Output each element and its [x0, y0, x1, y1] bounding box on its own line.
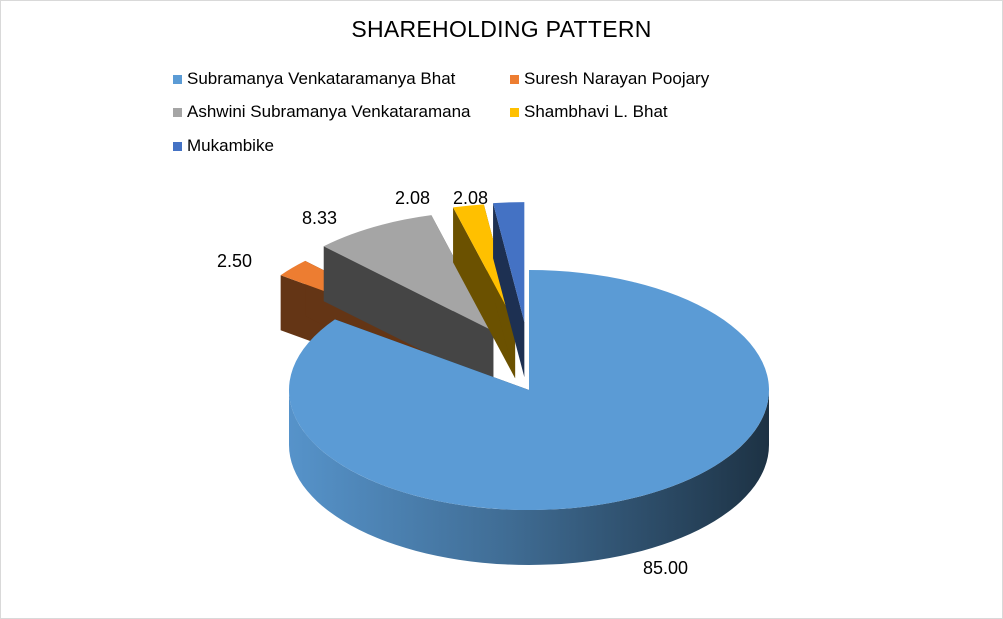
- legend-swatch-3: [173, 107, 182, 117]
- data-label-1: 85.00: [643, 558, 689, 578]
- legend-item-2: Suresh Narayan Poojary: [510, 69, 709, 89]
- pie-slice-5-side-1: [493, 203, 525, 378]
- pie-slice-3-side-1: [323, 246, 494, 387]
- data-label-4: 2.08: [395, 188, 431, 208]
- pie-slice-4: [453, 204, 516, 379]
- pie-slice-3: [323, 215, 494, 387]
- legend-swatch-5: [173, 141, 182, 151]
- legend-label-1: Subramanya Venkataramanya Bhat: [187, 69, 456, 88]
- legend-label-5: Mukambike: [187, 136, 274, 155]
- legend-label-4: Shambhavi L. Bhat: [524, 102, 668, 121]
- legend-swatch-2: [510, 74, 519, 84]
- legend-swatch-4: [510, 107, 519, 117]
- pie-slice-1-wall: [289, 390, 769, 565]
- pie-slice-1: [289, 270, 770, 565]
- legend-label-2: Suresh Narayan Poojary: [524, 69, 710, 88]
- chart-title: SHAREHOLDING PATTERN: [351, 16, 652, 42]
- legend-item-1: Subramanya Venkataramanya Bhat: [173, 69, 455, 89]
- pie-slice-1-top: [289, 270, 770, 511]
- pie-slice-3-top: [323, 215, 494, 332]
- pie-slice-5-top: [493, 202, 525, 323]
- data-label-2: 2.50: [217, 251, 253, 271]
- pie-slice-4-top: [453, 204, 516, 324]
- pie-slice-4-side-1: [453, 207, 516, 379]
- pie-slice-5: [493, 202, 525, 378]
- legend-label-3: Ashwini Subramanya Venkataramana: [187, 102, 471, 121]
- legend-item-4: Shambhavi L. Bhat: [510, 102, 668, 122]
- legend-swatch-1: [173, 74, 182, 84]
- data-label-3: 8.33: [302, 208, 338, 228]
- data-label-5: 2.08: [453, 188, 489, 208]
- legend-item-3: Ashwini Subramanya Venkataramana: [173, 102, 471, 122]
- legend-item-5: Mukambike: [173, 136, 274, 156]
